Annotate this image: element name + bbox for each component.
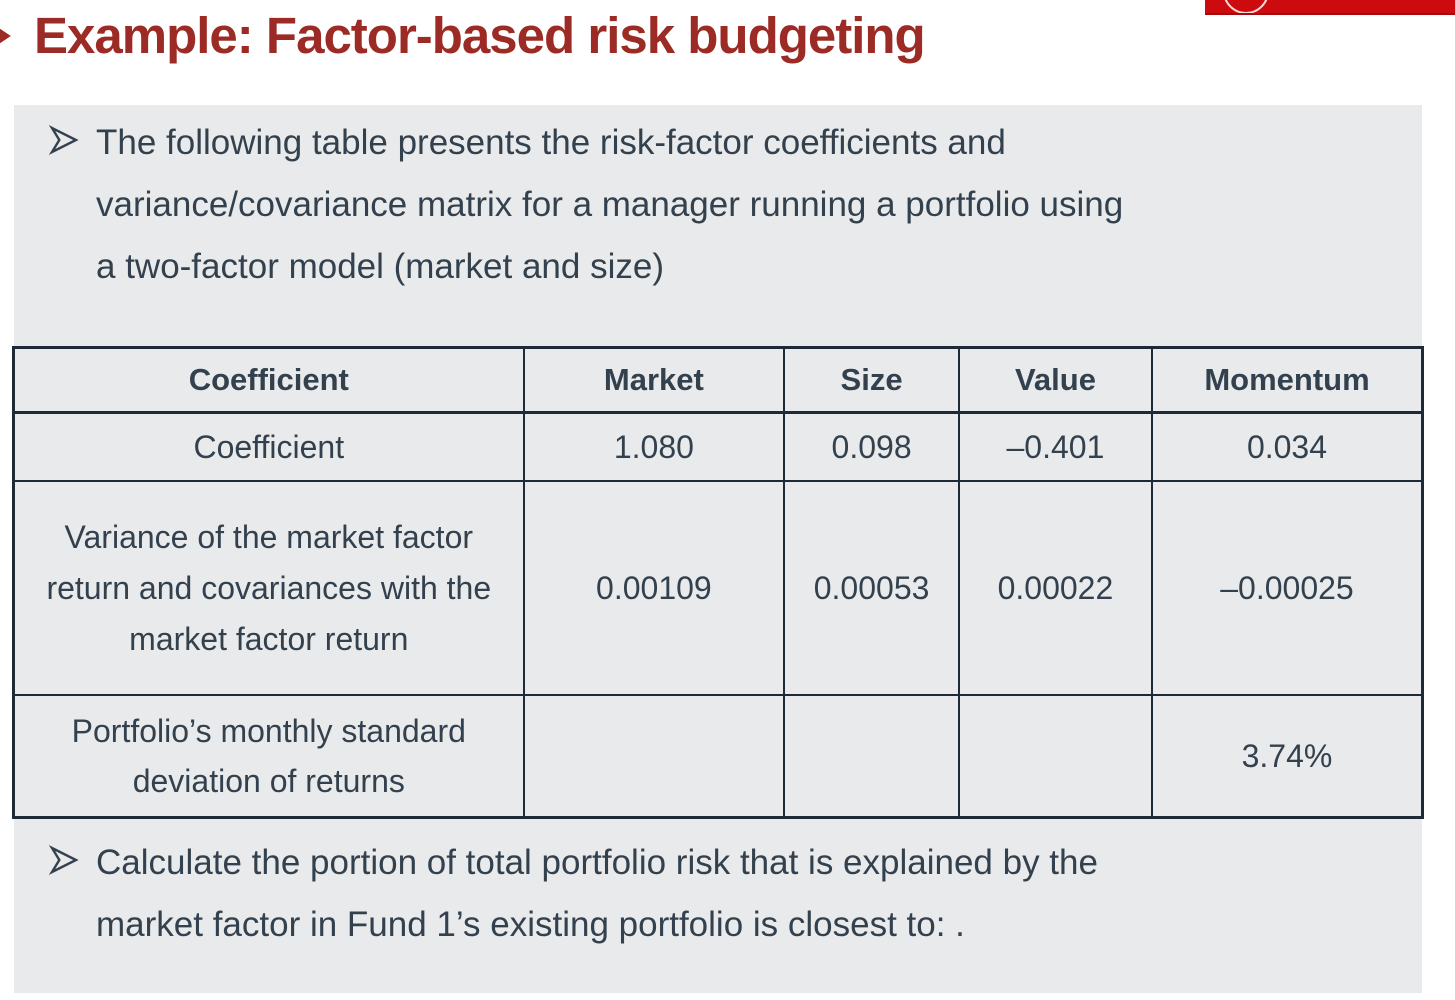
question-line-1: Calculate the portion of total portfolio… [96,843,1098,882]
table-row-variance: Variance of the market factor return and… [12,480,1424,696]
intro-line-1: The following table presents the risk-fa… [96,123,1006,162]
title-arrow-icon [0,28,11,43]
page-title: Example: Factor-based risk budgeting [34,7,926,64]
cell-variance-market: 0.00109 [522,480,786,696]
header-coefficient: Coefficient [12,346,525,414]
bullet-arrow-icon [48,845,79,875]
table-row-coefficient: Coefficient 1.080 0.098 –0.401 0.034 [12,411,1424,482]
cell-stdev-label: Portfolio’s monthly standard deviation o… [12,694,525,819]
cell-stdev-value [957,694,1153,819]
title-row: Example: Factor-based risk budgeting [0,6,926,65]
intro-line-2: variance/covariance matrix for a manager… [96,185,1124,224]
logo-arc-icon [1223,0,1269,13]
cell-coefficient-label: Coefficient [12,411,525,482]
header-momentum: Momentum [1150,346,1424,414]
header-market: Market [522,346,786,414]
cell-coefficient-momentum: 0.034 [1150,411,1424,482]
cell-variance-label: Variance of the market factor return and… [12,480,525,696]
intro-line-3: a two-factor model (market and size) [96,247,664,286]
bullet-arrow-icon [48,125,79,155]
intro-paragraph: The following table presents the risk-fa… [48,112,1418,298]
cell-coefficient-size: 0.098 [783,411,960,482]
intro-text: The following table presents the risk-fa… [96,112,1123,298]
cell-coefficient-value: –0.401 [957,411,1153,482]
cell-variance-size: 0.00053 [783,480,960,696]
cell-coefficient-market: 1.080 [522,411,786,482]
cell-variance-momentum: –0.00025 [1150,480,1424,696]
risk-factor-table: Coefficient Market Size Value Momentum C… [12,346,1424,819]
question-text: Calculate the portion of total portfolio… [96,832,1098,956]
cell-stdev-momentum: 3.74% [1150,694,1424,819]
question-line-2: market factor in Fund 1’s existing portf… [96,905,965,944]
header-banner [1205,0,1455,15]
header-size: Size [783,346,960,414]
question-paragraph: Calculate the portion of total portfolio… [48,832,1418,956]
table-row-stdev: Portfolio’s monthly standard deviation o… [12,694,1424,819]
table-header-row: Coefficient Market Size Value Momentum [12,346,1424,414]
cell-stdev-size [783,694,960,819]
header-value: Value [957,346,1153,414]
cell-stdev-market [522,694,786,819]
cell-variance-value: 0.00022 [957,480,1153,696]
